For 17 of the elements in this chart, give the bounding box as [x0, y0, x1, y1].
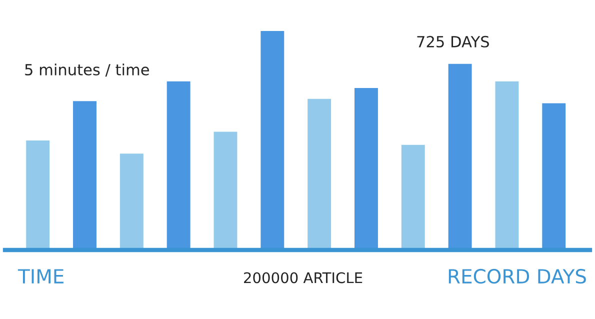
annotation: 725 DAYS: [417, 36, 489, 48]
text: 200000 ARTICLE: [244, 272, 362, 284]
bar: [214, 132, 238, 250]
bar: [166, 81, 190, 250]
bar: [542, 103, 566, 250]
bar: [495, 81, 519, 250]
bar: [73, 101, 96, 250]
text: TIME: [18, 269, 64, 284]
text: RECORD DAYS: [448, 268, 586, 284]
bar: [26, 140, 50, 250]
bar: [448, 64, 472, 250]
bar: [401, 144, 425, 250]
bar: [308, 98, 332, 250]
bar: [260, 31, 284, 250]
annotation: 5 minutes / time: [25, 64, 149, 77]
bar: [354, 88, 378, 250]
bar: [120, 154, 144, 250]
